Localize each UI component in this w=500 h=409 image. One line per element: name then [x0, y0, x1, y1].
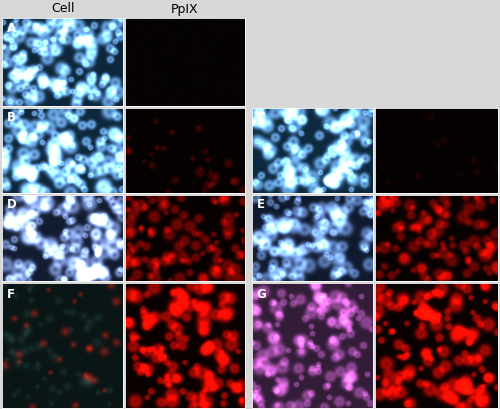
Text: C: C	[257, 111, 266, 124]
Text: Cell: Cell	[51, 2, 74, 16]
Text: B: B	[7, 111, 16, 124]
Text: A: A	[7, 22, 16, 34]
Text: D: D	[7, 198, 16, 211]
Text: E: E	[257, 198, 265, 211]
Text: PpIX: PpIX	[171, 2, 199, 16]
Text: G: G	[257, 288, 266, 301]
Text: F: F	[7, 288, 15, 301]
